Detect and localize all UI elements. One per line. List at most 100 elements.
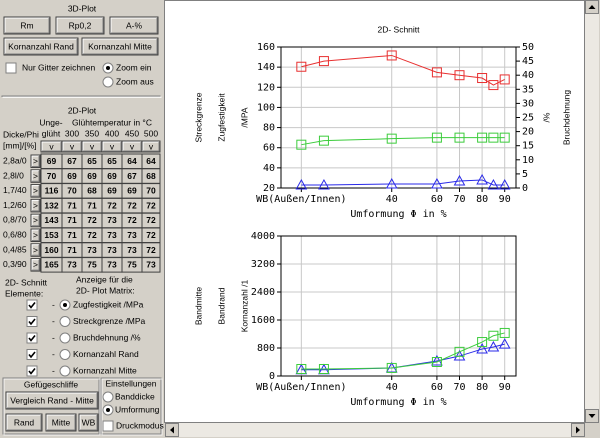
button-bevel (4, 38, 77, 54)
y2-tick-label: 40 (522, 70, 534, 81)
group-title: 2D-Plot (68, 105, 97, 115)
column-header: 300 (65, 128, 79, 138)
button-label: > (33, 230, 38, 240)
y-tick-label: 800 (257, 343, 275, 354)
button-bevel (31, 185, 39, 197)
table-cell (141, 257, 161, 273)
marker (498, 178, 511, 190)
button[interactable] (55, 16, 105, 35)
row-header: [mm]/[%] (3, 140, 37, 150)
button-label: v (70, 141, 75, 151)
marker (499, 132, 510, 143)
marker (476, 343, 488, 354)
radio-dot (63, 303, 67, 307)
cell-value: 64 (127, 156, 137, 166)
x-tick-label: 80 (476, 382, 488, 393)
button-bevel (4, 17, 49, 33)
legend-entry: Bandrand (216, 287, 226, 324)
marker (498, 338, 511, 349)
button[interactable] (30, 154, 41, 168)
separator: - (52, 365, 55, 375)
check-mark (28, 335, 36, 342)
button[interactable] (30, 258, 41, 272)
scrollbar-horizontal[interactable] (165, 423, 585, 437)
marker (386, 50, 397, 61)
button-bevel (41, 141, 61, 151)
row-label: 0,6/80 (3, 230, 27, 240)
radio-button[interactable] (102, 76, 114, 88)
radio-button[interactable] (59, 332, 71, 344)
y2-tick-label: 30 (522, 98, 534, 109)
radio-button[interactable] (102, 391, 114, 403)
button[interactable] (45, 413, 77, 432)
button-shade (7, 415, 42, 431)
radio-button[interactable] (59, 365, 71, 377)
button-bevel (6, 414, 41, 430)
checkbox[interactable] (102, 420, 114, 432)
y-tick-label: 60 (263, 143, 275, 154)
button-shade (111, 18, 158, 34)
y-tick-label: 80 (263, 123, 275, 134)
button[interactable] (141, 140, 161, 153)
column-header: glüht (42, 128, 61, 138)
row-label: 0,8/70 (3, 215, 27, 225)
button[interactable] (30, 184, 41, 198)
radio-label: Bruchdehnung /% (73, 332, 141, 342)
button[interactable] (30, 198, 41, 213)
cell-value: 70 (146, 186, 156, 196)
button-label: Mitte (52, 417, 71, 427)
y-tick-label: 20 (263, 183, 275, 194)
button[interactable] (78, 413, 99, 432)
button[interactable] (30, 243, 41, 257)
radio-button[interactable] (59, 316, 71, 327)
row-label: 1,7/40 (3, 185, 27, 195)
button-shade (42, 142, 62, 152)
button[interactable] (109, 16, 159, 35)
x-tick-label: 90 (499, 382, 511, 393)
group-box-light (3, 378, 101, 436)
cell-value: 75 (127, 260, 137, 270)
x-tick-label: WB(Außen/Innen) (256, 194, 346, 205)
button[interactable] (81, 37, 159, 56)
arrow (588, 5, 596, 9)
button-bevel (122, 141, 141, 151)
x-tick-label: WB(Außen/Innen) (256, 382, 346, 393)
button[interactable] (3, 37, 79, 56)
cell-value: 72 (107, 200, 117, 210)
checkbox-label: Nur Gitter zeichnen (22, 62, 95, 72)
button-shade (32, 244, 40, 256)
cell-value: 72 (127, 200, 137, 210)
legend-entry: Zugfestigkeit (216, 93, 226, 142)
button-bevel (31, 259, 39, 271)
marker (386, 133, 397, 144)
button[interactable] (5, 391, 99, 410)
cell-value: 68 (87, 186, 97, 196)
cell-value: 75 (87, 260, 97, 270)
chart-title: 2D- Schnitt (377, 24, 420, 34)
button[interactable] (5, 413, 43, 432)
button[interactable] (30, 169, 41, 183)
button[interactable] (3, 16, 51, 35)
button-bevel (31, 199, 39, 211)
checkbox[interactable] (5, 62, 17, 74)
marker (499, 74, 510, 85)
y-tick-label: 2400 (251, 287, 275, 298)
button[interactable] (30, 228, 41, 242)
cell-value: 68 (146, 171, 156, 181)
y2-tick-label: 50 (522, 42, 534, 53)
button-bevel (62, 141, 81, 151)
radio-label: Umformung (115, 404, 160, 414)
marker (454, 70, 465, 81)
cell-value: 65 (107, 156, 117, 166)
column-header: Unge- (39, 117, 62, 127)
radio-button[interactable] (59, 349, 71, 360)
button-label: Rm (20, 20, 33, 30)
scrollbar-vertical[interactable] (585, 0, 599, 423)
y2-tick-label: 10 (522, 155, 534, 166)
cell-value: 73 (107, 230, 117, 240)
cell-value: 132 (44, 200, 58, 210)
button[interactable] (30, 213, 41, 228)
marker (476, 173, 488, 185)
button-label: > (33, 186, 38, 196)
